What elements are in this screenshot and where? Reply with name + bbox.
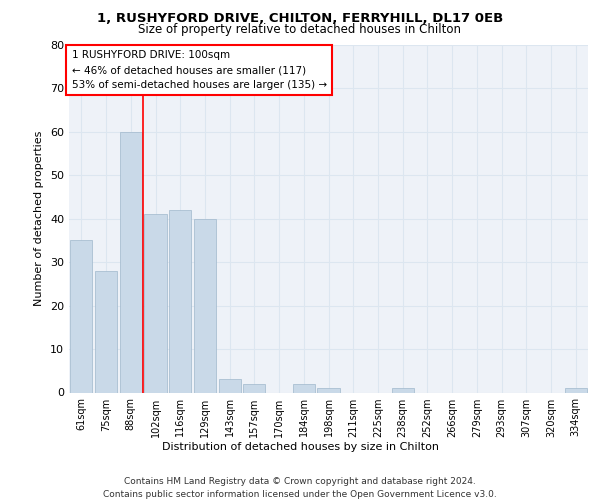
Text: 1, RUSHYFORD DRIVE, CHILTON, FERRYHILL, DL17 0EB: 1, RUSHYFORD DRIVE, CHILTON, FERRYHILL, …: [97, 12, 503, 26]
Bar: [317, 388, 340, 392]
Bar: [565, 388, 587, 392]
Text: 1 RUSHYFORD DRIVE: 100sqm
← 46% of detached houses are smaller (117)
53% of semi: 1 RUSHYFORD DRIVE: 100sqm ← 46% of detac…: [71, 50, 327, 90]
Bar: [119, 132, 142, 392]
Bar: [293, 384, 315, 392]
Text: Size of property relative to detached houses in Chilton: Size of property relative to detached ho…: [139, 24, 461, 36]
Bar: [194, 219, 216, 392]
Text: Distribution of detached houses by size in Chilton: Distribution of detached houses by size …: [161, 442, 439, 452]
Text: Contains HM Land Registry data © Crown copyright and database right 2024.
Contai: Contains HM Land Registry data © Crown c…: [103, 478, 497, 499]
Bar: [145, 214, 167, 392]
Bar: [169, 210, 191, 392]
Bar: [95, 271, 117, 392]
Bar: [218, 380, 241, 392]
Y-axis label: Number of detached properties: Number of detached properties: [34, 131, 44, 306]
Bar: [243, 384, 265, 392]
Bar: [70, 240, 92, 392]
Bar: [392, 388, 414, 392]
